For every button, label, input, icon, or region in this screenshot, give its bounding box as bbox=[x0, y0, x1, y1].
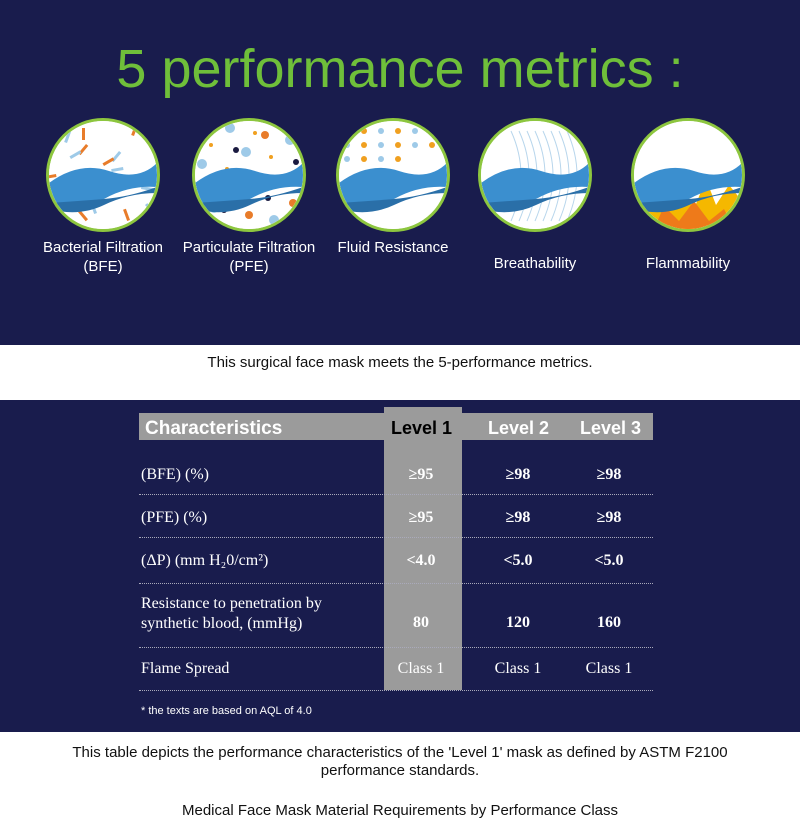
table-header bbox=[139, 413, 653, 440]
level1-highlight bbox=[384, 407, 462, 690]
metric-4: Breathability bbox=[465, 118, 605, 273]
cell-level-3: 160 bbox=[597, 614, 621, 631]
row-label: (PFE) (%) bbox=[141, 509, 208, 526]
metric-1: Bacterial Filtration (BFE) bbox=[33, 118, 173, 276]
cell-level-1: Class 1 bbox=[397, 660, 445, 677]
header-characteristics: Characteristics bbox=[145, 418, 283, 439]
footnote: * the texts are based on AQL of 4.0 bbox=[141, 705, 312, 717]
metric-5: Flammability bbox=[618, 118, 758, 273]
metric-label: Particulate Filtration (PFE) bbox=[182, 239, 316, 275]
metric-3: Fluid Resistance bbox=[323, 118, 463, 257]
cell-level-2: ≥98 bbox=[505, 509, 531, 526]
table-row: Flame Spread Class 1 Class 1 Class 1 bbox=[139, 649, 653, 691]
table-row: (ΔP) (mm H₂0/cm²) <4.0 <5.0 <5.0 bbox=[139, 541, 653, 584]
fluid-drops-icon bbox=[336, 118, 450, 232]
cell-level-2: 120 bbox=[506, 614, 530, 631]
cell-level-3: ≥98 bbox=[596, 466, 622, 483]
cell-level-3: <5.0 bbox=[594, 552, 624, 569]
table-caption: This table depicts the performance chara… bbox=[72, 744, 728, 779]
metrics-panel: 5 performance metrics : Bacterial Filtra… bbox=[0, 0, 800, 345]
metric-label: Breathability bbox=[493, 255, 577, 272]
metric-label: Bacterial Filtration (BFE) bbox=[42, 239, 164, 275]
metric-label: Flammability bbox=[645, 255, 731, 272]
row-label: Resistance to penetration by synthetic b… bbox=[141, 595, 322, 632]
table-row: (BFE) (%) ≥95 ≥98 ≥98 bbox=[139, 455, 653, 495]
header-level-2: Level 2 bbox=[488, 418, 550, 438]
header-level-3: Level 3 bbox=[580, 418, 642, 438]
cell-level-2: Class 1 bbox=[494, 660, 542, 677]
row-label: (ΔP) (mm H₂0/cm²) bbox=[141, 552, 269, 569]
cell-level-1: <4.0 bbox=[406, 552, 436, 569]
page-title: 5 performance metrics : bbox=[116, 39, 684, 99]
cell-level-3: Class 1 bbox=[585, 660, 633, 677]
metric-2: Particulate Filtration (PFE) bbox=[179, 118, 319, 276]
metric-label: Fluid Resistance bbox=[337, 239, 449, 256]
cell-level-1: ≥95 bbox=[408, 509, 434, 526]
header-level-1: Level 1 bbox=[391, 418, 453, 438]
airflow-icon bbox=[478, 118, 592, 232]
table-row: Resistance to penetration by synthetic b… bbox=[139, 584, 653, 648]
metrics-caption: This surgical face mask meets the 5-perf… bbox=[207, 354, 593, 371]
bacteria-filter-icon bbox=[46, 118, 160, 232]
figure-caption: Medical Face Mask Material Requirements … bbox=[182, 802, 618, 819]
cell-level-3: ≥98 bbox=[596, 509, 622, 526]
cell-level-1: ≥95 bbox=[408, 466, 434, 483]
cell-level-2: ≥98 bbox=[505, 466, 531, 483]
particle-filter-icon bbox=[192, 118, 306, 232]
cell-level-2: <5.0 bbox=[503, 552, 533, 569]
cell-level-1: 80 bbox=[413, 614, 429, 631]
row-label: (BFE) (%) bbox=[141, 466, 209, 483]
flame-icon bbox=[631, 118, 745, 232]
row-label: Flame Spread bbox=[141, 660, 230, 677]
table-row: (PFE) (%) ≥95 ≥98 ≥98 bbox=[139, 498, 653, 538]
